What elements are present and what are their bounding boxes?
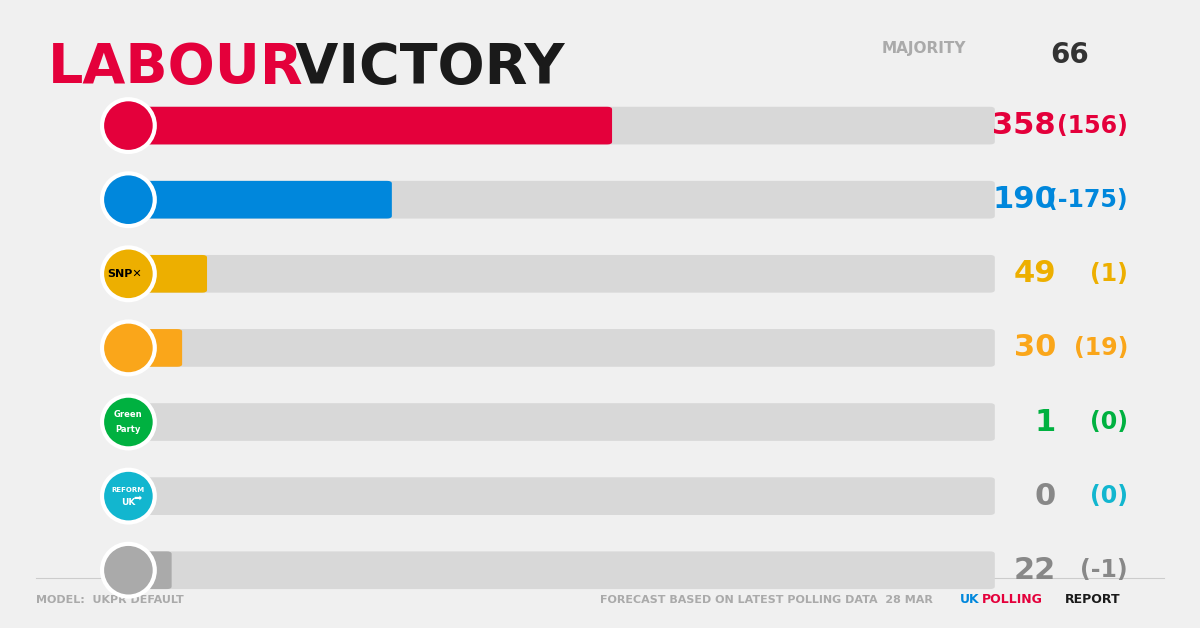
Text: 22: 22 (1014, 556, 1056, 585)
Text: 49: 49 (1013, 259, 1056, 288)
Text: 1: 1 (1034, 408, 1056, 436)
FancyBboxPatch shape (133, 551, 995, 589)
Text: (-1): (-1) (1080, 558, 1128, 582)
Text: (-175): (-175) (1048, 188, 1128, 212)
FancyBboxPatch shape (133, 403, 150, 441)
FancyBboxPatch shape (133, 477, 995, 515)
Text: (156): (156) (1057, 114, 1128, 138)
Text: 30: 30 (1014, 333, 1056, 362)
Text: (0): (0) (1090, 410, 1128, 434)
Text: REPORT: REPORT (1064, 593, 1120, 606)
Text: (0): (0) (1090, 484, 1128, 508)
Text: 0: 0 (1034, 482, 1056, 511)
Text: SNP✕: SNP✕ (107, 269, 142, 279)
FancyBboxPatch shape (133, 551, 172, 589)
Text: UK: UK (121, 498, 136, 507)
Text: (1): (1) (1090, 262, 1128, 286)
FancyBboxPatch shape (133, 329, 182, 367)
Text: REFORM: REFORM (112, 487, 145, 492)
Ellipse shape (102, 173, 155, 226)
Ellipse shape (102, 396, 155, 448)
Text: FORECAST BASED ON LATEST POLLING DATA  28 MAR: FORECAST BASED ON LATEST POLLING DATA 28… (600, 595, 932, 605)
Text: (19): (19) (1074, 336, 1128, 360)
FancyBboxPatch shape (133, 181, 995, 219)
Text: Party: Party (115, 425, 142, 434)
Text: VICTORY: VICTORY (276, 41, 564, 95)
Text: MAJORITY: MAJORITY (882, 41, 966, 56)
Text: LABOUR: LABOUR (48, 41, 304, 95)
Text: 190: 190 (992, 185, 1056, 214)
FancyBboxPatch shape (133, 107, 995, 144)
Ellipse shape (102, 544, 155, 597)
FancyBboxPatch shape (133, 255, 208, 293)
Text: Green: Green (114, 410, 143, 419)
FancyBboxPatch shape (133, 181, 392, 219)
FancyBboxPatch shape (133, 107, 612, 144)
Text: 66: 66 (1050, 41, 1088, 69)
Text: 358: 358 (992, 111, 1056, 140)
Ellipse shape (102, 470, 155, 522)
Text: POLLING: POLLING (982, 593, 1043, 606)
FancyBboxPatch shape (133, 255, 995, 293)
Text: MODEL:  UKPR DEFAULT: MODEL: UKPR DEFAULT (36, 595, 184, 605)
Ellipse shape (102, 99, 155, 152)
Text: UK: UK (960, 593, 979, 606)
FancyBboxPatch shape (133, 403, 995, 441)
FancyBboxPatch shape (133, 329, 995, 367)
Ellipse shape (102, 322, 155, 374)
Text: ➡: ➡ (133, 492, 142, 502)
Ellipse shape (102, 247, 155, 300)
